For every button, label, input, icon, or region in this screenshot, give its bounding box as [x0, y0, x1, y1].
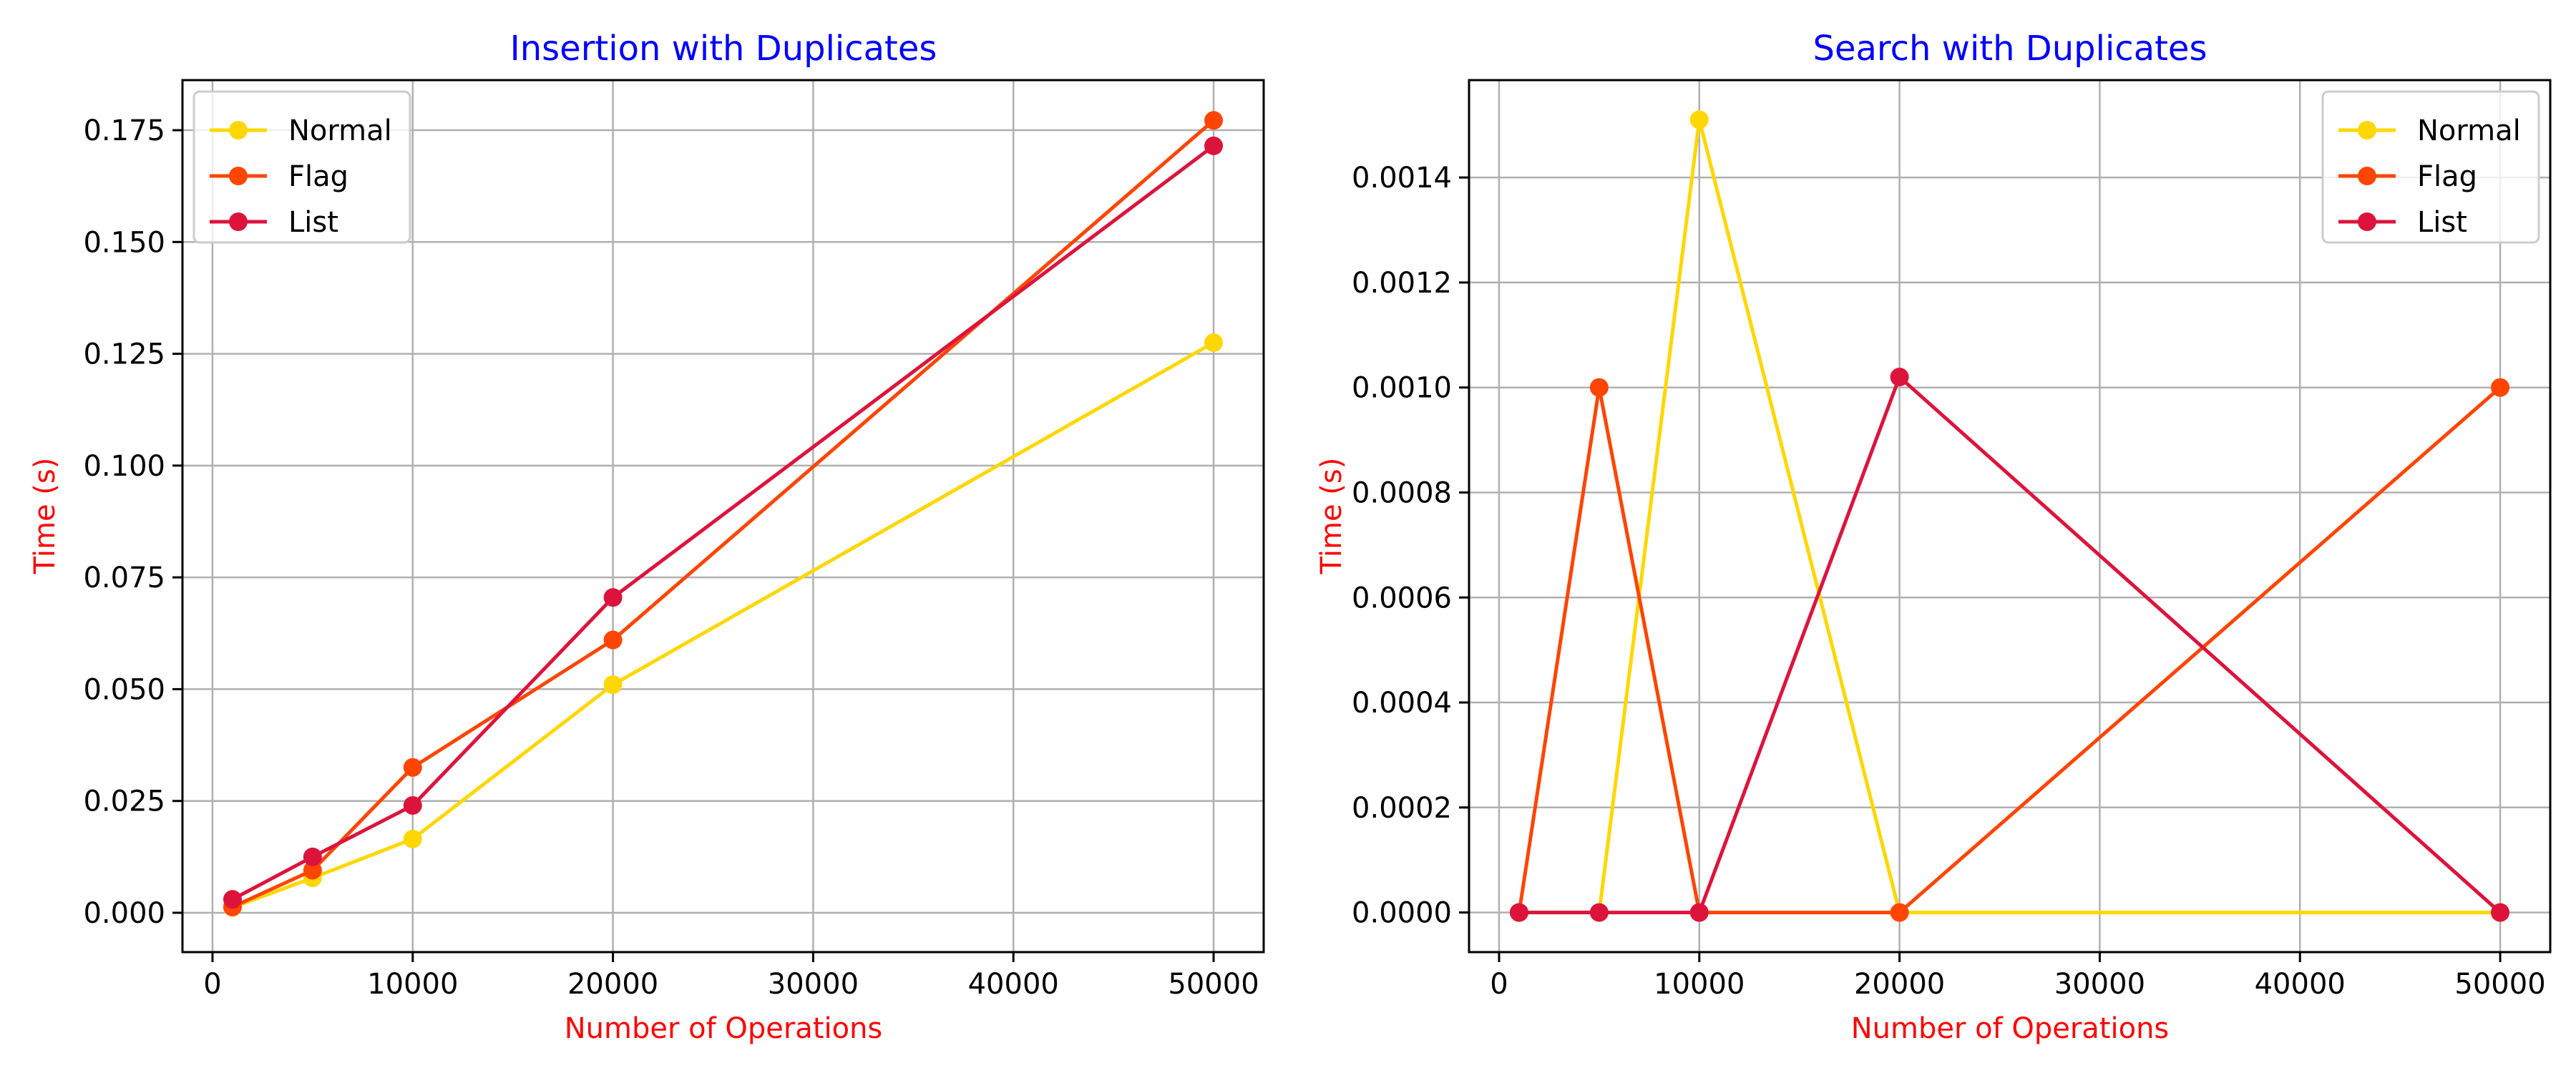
legend-label: Flag: [288, 160, 348, 193]
y-tick-label: 0.175: [83, 114, 165, 147]
x-axis-label: Number of Operations: [565, 1012, 883, 1045]
y-axis-label: Time (s): [29, 458, 62, 575]
data-point: [1890, 903, 1909, 922]
data-point: [223, 890, 242, 909]
legend-marker: [229, 212, 248, 231]
y-tick-label: 0.0002: [1352, 792, 1452, 825]
series-layer: [223, 111, 1224, 917]
y-tick-label: 0.150: [83, 226, 165, 259]
y-tick-label: 0.0004: [1352, 687, 1452, 720]
y-axis-label: Time (s): [1315, 458, 1348, 575]
y-grid: [182, 129, 1264, 914]
legend: Normal Flag List: [192, 90, 411, 244]
y-tick-label: 0.0010: [1352, 372, 1452, 405]
y-tick-label: 0.0008: [1352, 476, 1452, 509]
data-point: [2491, 378, 2510, 397]
data-point: [303, 861, 322, 880]
legend-label: Normal: [288, 114, 392, 147]
y-tick-label: 0.025: [83, 785, 165, 818]
x-grid: [211, 80, 1215, 952]
y-ticks: 0.0000 0.0002 0.0004 0.0006 0.0008 0.0010 0.00…: [1352, 162, 1469, 930]
legend-label: List: [2417, 206, 2467, 239]
x-tick-label: 20000: [567, 968, 658, 1001]
series-list: [1509, 368, 2510, 922]
data-point: [1589, 903, 1609, 922]
x-tick-label: 50000: [2454, 968, 2545, 1001]
data-point: [1589, 378, 1609, 397]
y-tick-label: 0.075: [83, 562, 165, 594]
legend-item-list: List: [2338, 206, 2467, 239]
y-tick-label: 0.050: [83, 673, 165, 706]
y-tick-label: 0.0006: [1352, 582, 1452, 614]
x-tick-label: 0: [203, 968, 221, 1001]
data-point: [1509, 903, 1528, 922]
series-flag: [1509, 378, 2510, 922]
plot-frame: [181, 79, 1265, 954]
data-point: [403, 795, 422, 815]
series-line: [1519, 375, 2502, 915]
data-point: [603, 630, 623, 650]
x-tick-label: 30000: [768, 968, 859, 1001]
data-point: [1890, 368, 1909, 387]
legend-label: Flag: [2417, 160, 2477, 193]
series-layer: [1509, 110, 2510, 922]
data-point: [403, 758, 422, 777]
chart-title: Insertion with Duplicates: [510, 29, 937, 69]
y-tick-label: 0.000: [83, 897, 165, 930]
data-point: [1689, 110, 1709, 129]
y-tick-label: 0.125: [83, 338, 165, 371]
legend-marker: [2358, 121, 2376, 139]
x-tick-label: 30000: [2054, 968, 2145, 1001]
series-line: [1517, 386, 2502, 915]
x-ticks: 0 10000 20000 30000 40000 50000: [203, 952, 1259, 1001]
data-point: [403, 829, 422, 848]
y-tick-label: 0.100: [83, 450, 165, 483]
data-point: [1689, 903, 1709, 922]
legend-item-flag: Flag: [2338, 160, 2477, 193]
x-tick-label: 40000: [2255, 968, 2346, 1001]
data-point: [1204, 136, 1224, 155]
legend-label: List: [288, 206, 338, 239]
data-point: [303, 847, 322, 866]
legend-marker: [229, 121, 248, 139]
data-point: [2491, 903, 2510, 922]
x-tick-label: 10000: [367, 968, 458, 1001]
x-tick-label: 50000: [1168, 968, 1259, 1001]
legend-item-flag: Flag: [210, 160, 348, 193]
x-tick-label: 10000: [1654, 968, 1745, 1001]
y-grid: [1469, 176, 2550, 913]
data-point: [1204, 333, 1224, 352]
legend-marker: [2358, 167, 2376, 185]
plot-frame: [1468, 79, 2552, 954]
search-chart: Search with Duplicates 0 10000 20000 30000 4…: [1315, 29, 2552, 1045]
data-point: [603, 675, 623, 695]
legend-marker: [2358, 212, 2376, 231]
data-point: [1204, 111, 1224, 130]
legend-item-list: List: [210, 206, 338, 239]
y-ticks: 0.000 0.025 0.050 0.075 0.100 0.125 0.150 0.175: [83, 114, 182, 930]
chart-title: Search with Duplicates: [1813, 29, 2207, 69]
x-tick-label: 40000: [968, 968, 1059, 1001]
legend: Normal Flag List: [2321, 90, 2540, 244]
data-point: [603, 588, 623, 607]
legend-marker: [229, 167, 248, 185]
series-list: [223, 136, 1224, 909]
x-tick-label: 0: [1490, 968, 1508, 1001]
x-axis-label: Number of Operations: [1851, 1012, 2170, 1045]
legend-item-normal: Normal: [210, 114, 392, 147]
y-tick-label: 0.0012: [1352, 267, 1452, 300]
legend-item-normal: Normal: [2338, 114, 2521, 147]
x-ticks: 0 10000 20000 30000 40000 50000: [1490, 952, 2546, 1001]
x-tick-label: 20000: [1854, 968, 1945, 1001]
legend-label: Normal: [2417, 114, 2521, 147]
series-normal: [223, 333, 1224, 917]
y-tick-label: 0.0000: [1352, 897, 1452, 930]
insertion-chart: Insertion with Duplicates 0 10000 20000 300…: [29, 29, 1265, 1045]
series-line: [231, 144, 1215, 901]
y-tick-label: 0.0014: [1352, 162, 1452, 195]
